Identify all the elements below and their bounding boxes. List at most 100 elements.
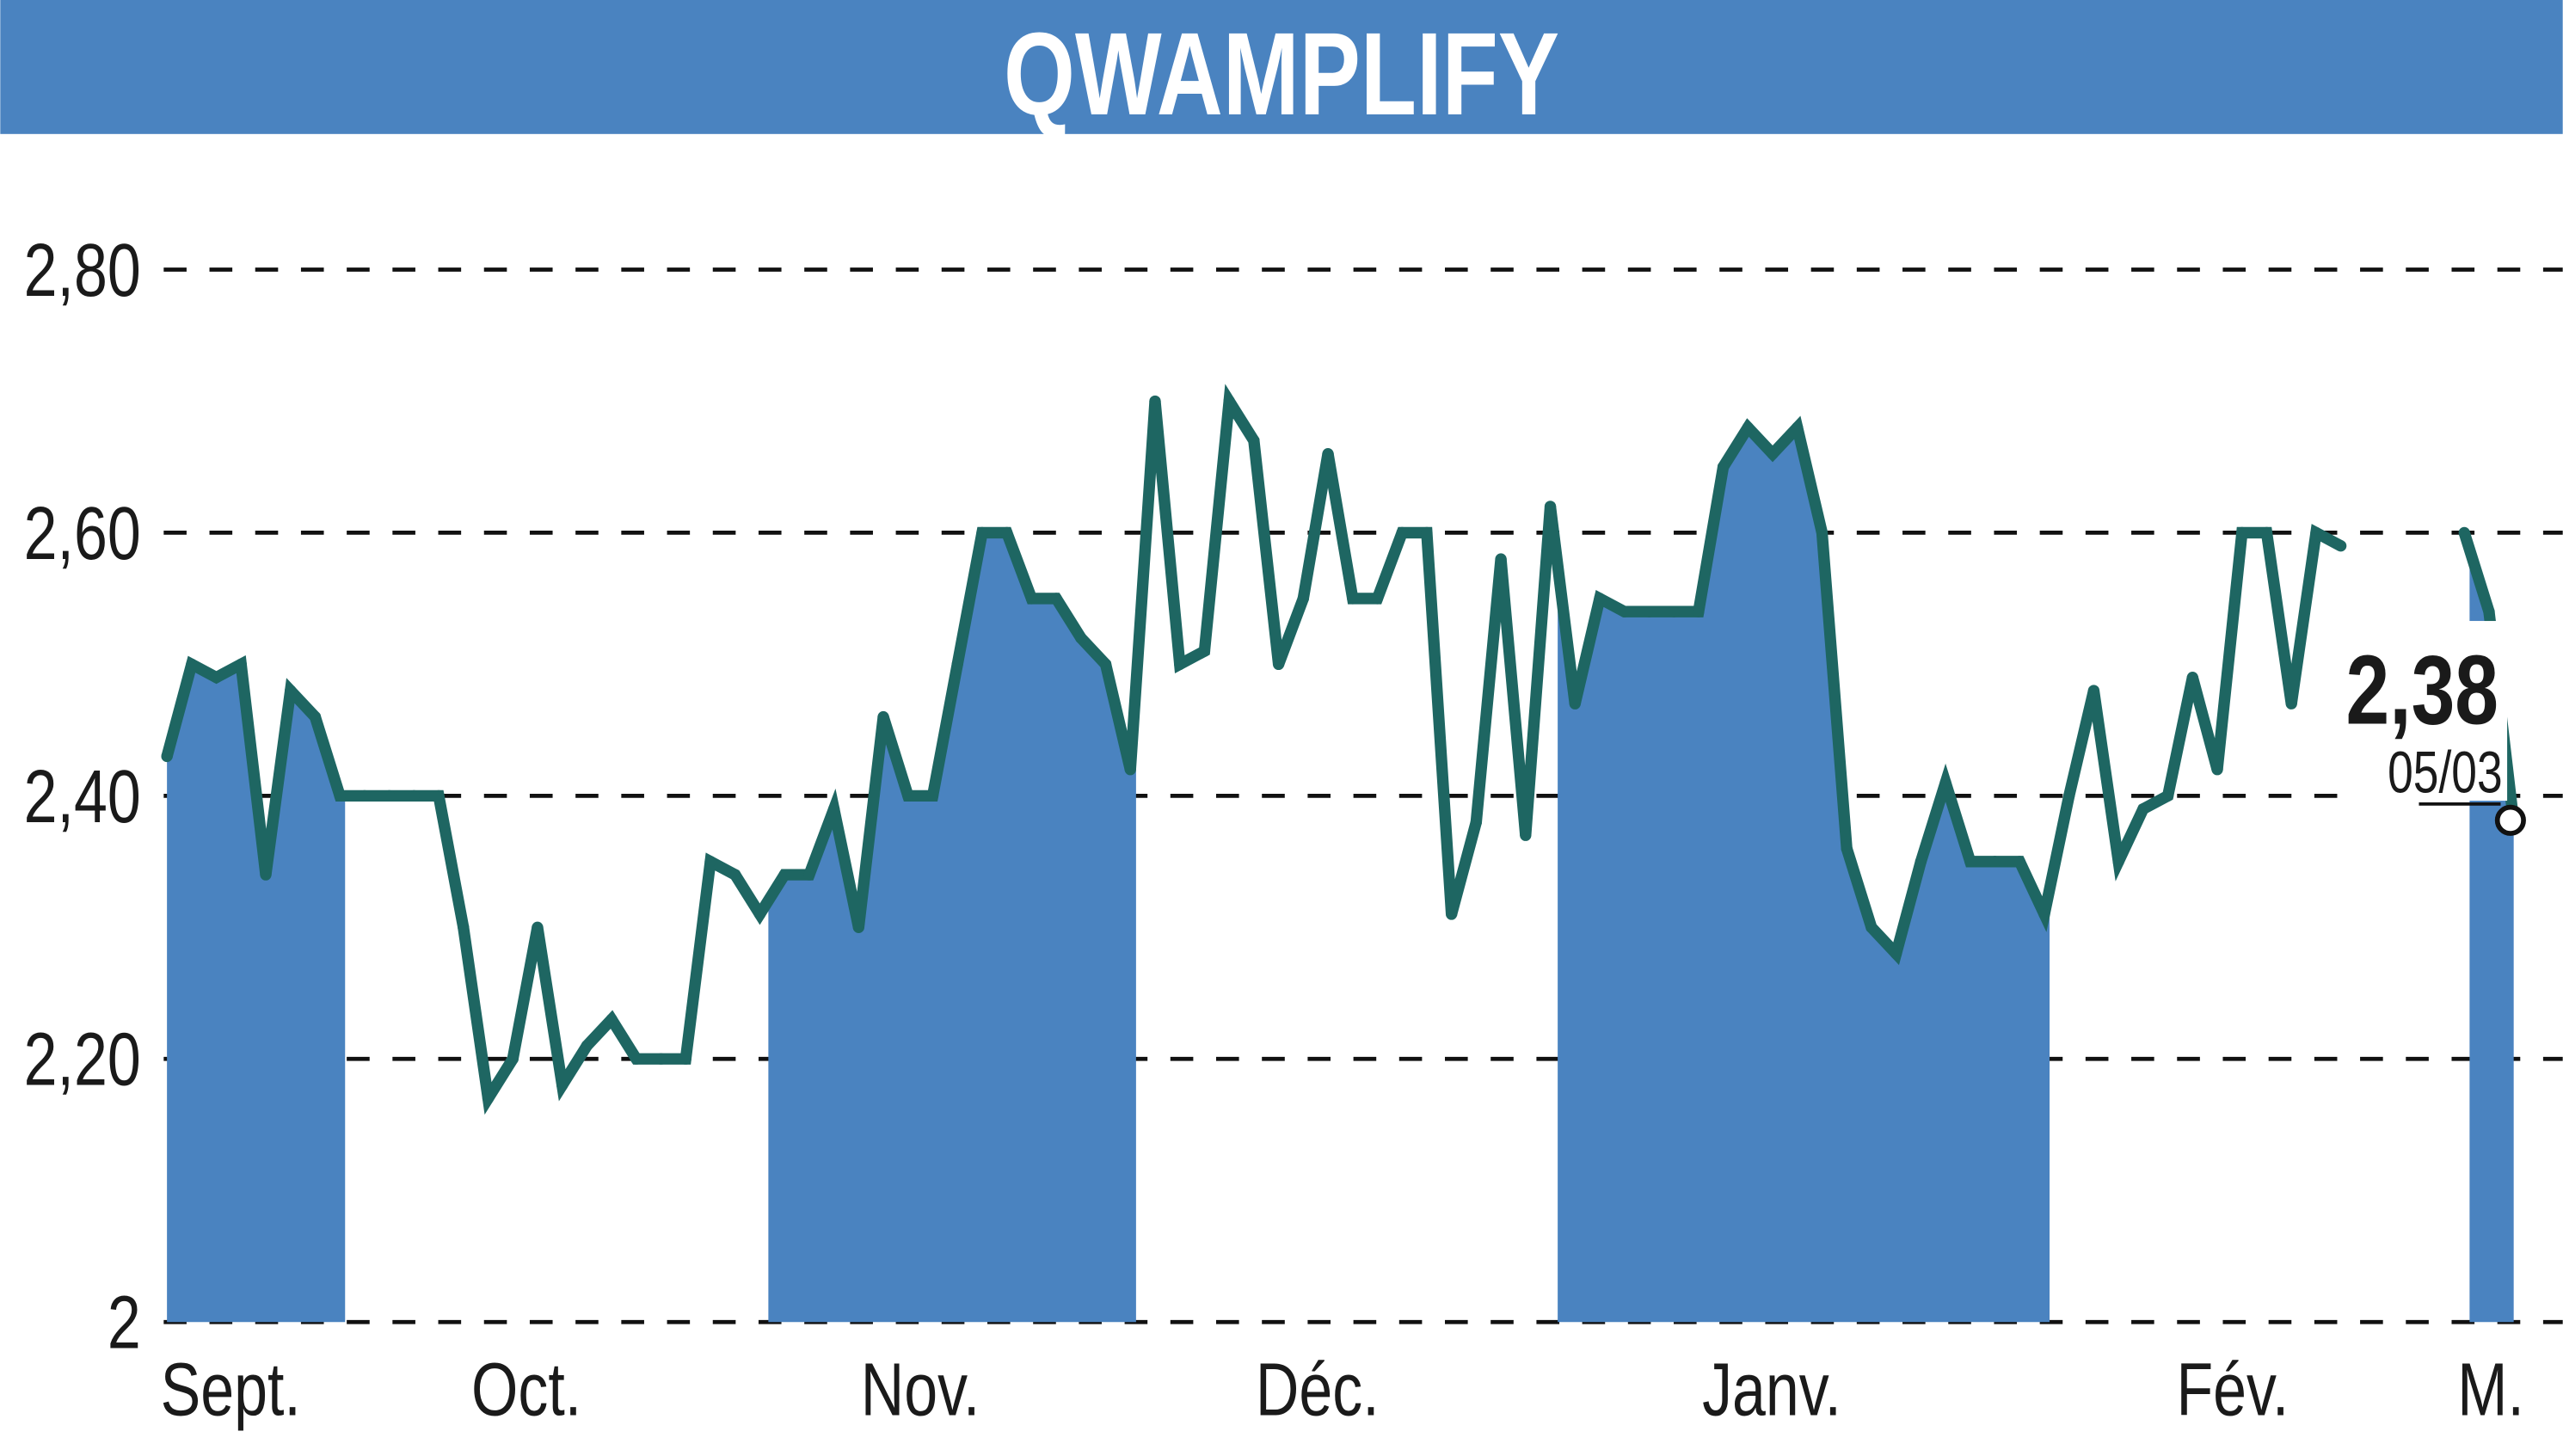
data-point [1495,553,1507,565]
data-point [1865,921,1878,933]
data-point [1841,842,1853,855]
month-label: Janv. [1702,1347,1841,1431]
data-point [951,658,963,671]
last-date-label: 05/03 [2388,739,2502,805]
month-label: Fév. [2176,1347,2289,1431]
data-point [334,789,346,802]
data-point [2483,605,2495,617]
data-point [1964,856,1976,868]
data-point [655,1053,667,1065]
data-point [902,789,914,802]
data-point [1272,658,1285,671]
data-point [2013,856,2025,868]
data-point [2260,526,2273,539]
data-point [2458,526,2470,539]
data-point [1470,816,1483,828]
y-tick-label: 2,60 [24,490,141,574]
data-point [1223,395,1235,408]
data-point [2186,672,2198,684]
data-point [1594,593,1606,605]
chart-title: QWAMPLIFY [1004,8,1559,139]
data-point [1124,764,1136,776]
data-point [1421,526,1433,539]
data-point [2334,540,2347,552]
data-point [1693,605,1705,617]
data-point [753,908,766,920]
data-point [1075,632,1087,644]
data-point [2063,789,2075,802]
data-point [532,921,544,933]
data-point [729,869,741,881]
data-point [630,1053,642,1065]
data-point [1248,434,1260,447]
data-point [186,658,198,671]
data-point [1396,526,1408,539]
data-point [581,1040,593,1052]
data-point [2112,856,2124,868]
data-point [827,803,840,815]
data-point [1149,395,1161,408]
data-point [2211,764,2223,776]
data-point [1767,448,1779,460]
data-point [1988,856,2001,868]
data-point [1198,645,1211,657]
data-point [408,789,420,802]
data-point [1569,697,1581,710]
last-value-marker [2494,804,2526,836]
data-point [803,869,815,881]
data-point [1001,526,1013,539]
data-point [605,1013,618,1026]
data-point [260,869,272,881]
data-point [704,856,716,868]
data-point [556,1079,569,1091]
data-point [1099,658,1112,671]
data-point [1668,605,1680,617]
data-point [359,789,371,802]
data-point [1520,829,1532,841]
last-value-backdrop [2357,621,2508,802]
data-point [2236,526,2248,539]
data-point [1322,448,1334,460]
data-point [1025,593,1038,605]
data-point [1371,593,1384,605]
data-point [2038,908,2050,920]
data-point [1347,593,1359,605]
data-point [285,685,297,697]
last-value-label: 2,38 [2346,636,2498,745]
data-point [976,526,988,539]
data-point [852,921,864,933]
month-label: Nov. [861,1347,980,1431]
data-point [1446,908,1458,920]
y-tick-label: 2 [108,1280,141,1364]
data-point [1619,605,1631,617]
data-point [1816,526,1829,539]
data-point [2285,697,2297,710]
data-point [1792,421,1804,433]
data-point [2310,526,2322,539]
data-point [1174,658,1186,671]
header-bar [0,0,2563,134]
data-point [507,1053,519,1065]
month-label: Oct. [471,1347,581,1431]
data-point [1915,856,1927,868]
y-tick-label: 2,40 [24,753,141,838]
data-point [1050,593,1062,605]
data-point [309,710,322,723]
data-point [210,672,223,684]
data-point [778,869,790,881]
month-label: M. [2457,1347,2524,1431]
data-point [679,1053,691,1065]
y-tick-label: 2,20 [24,1017,141,1101]
data-point [482,1092,495,1104]
data-point [926,789,939,802]
month-label: Sept. [161,1347,301,1431]
data-point [2137,803,2149,815]
data-point [2087,685,2100,697]
month-label: Déc. [1256,1347,1380,1431]
data-point [161,750,173,763]
data-point [1939,777,1951,789]
data-point [458,921,470,933]
data-point [1297,593,1309,605]
data-point [2161,789,2174,802]
